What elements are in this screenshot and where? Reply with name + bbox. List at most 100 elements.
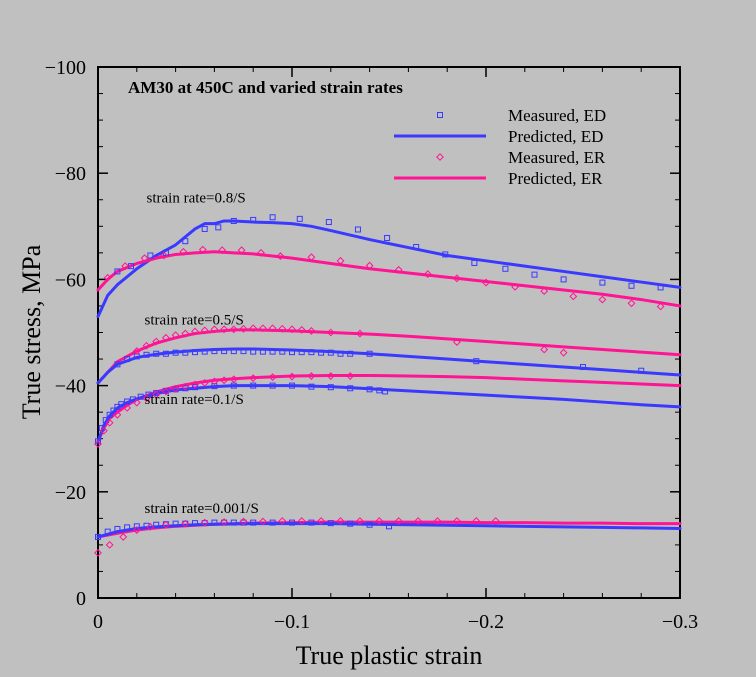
measured-point-diamond [171,384,180,393]
measured-point-square [386,523,392,530]
measured-point-square [382,388,389,395]
y-tick-label: −80 [55,163,86,185]
measured-point-square [211,383,218,390]
measured-point-square [114,525,121,532]
measured-point-square [580,364,586,371]
data-series [94,214,682,557]
series-15 [94,517,500,557]
measured-point-square [230,348,237,355]
measured-point-diamond [336,256,345,265]
measured-point-diamond [113,410,122,419]
measured-point-square [318,349,325,356]
predicted-curve [96,328,682,385]
measured-point-diamond [119,533,128,541]
measured-point-square [289,349,295,356]
series-4 [96,328,682,385]
measured-point-diamond [220,325,229,334]
measured-point-square [147,252,154,259]
legend-marker-swatch [436,153,444,161]
annotations: strain rate=0.8/S strain rate=0.5/S strain… [145,190,259,517]
measured-point-diamond [146,522,155,531]
measured-point-diamond [220,376,229,385]
y-tick-label: −20 [55,482,86,504]
measured-point-diamond [161,520,170,529]
legend-label: Measured, ED [508,106,606,125]
predicted-curve [96,347,682,385]
measured-point-diamond [326,328,335,337]
measured-point-square [337,350,344,357]
measured-point-diamond [307,372,316,380]
measured-point-diamond [297,517,306,525]
series-10 [95,382,389,445]
measured-point-square [153,350,160,357]
series-2 [114,214,664,291]
measured-point-diamond [278,324,287,333]
series-6 [114,348,645,374]
measured-point-square [102,417,109,424]
measured-point-square [95,533,101,540]
legend-label: Predicted, ER [508,169,603,188]
measured-point-diamond [123,403,132,412]
measured-point-diamond [297,325,306,334]
measured-point-diamond [239,517,248,526]
measured-point-square [230,519,237,526]
measured-point-diamond [491,517,500,525]
measured-point-square [347,350,354,357]
measured-point-square [354,226,361,233]
measured-point-diamond [258,517,267,526]
measured-point-diamond [132,347,141,355]
measured-point-square [182,349,189,356]
measured-point-square [531,271,538,278]
measured-point-square [308,519,315,526]
measured-point-diamond [414,517,423,525]
measured-point-diamond [181,519,190,528]
measured-point-diamond [200,518,209,527]
measured-point-square [347,385,354,392]
measured-point-square [259,348,266,355]
measured-point-square [172,520,179,527]
measured-point-diamond [423,270,432,278]
measured-point-diamond [307,253,316,262]
measured-point-square [104,528,111,535]
measured-point-diamond [105,418,114,427]
measured-point-diamond [210,325,219,334]
measured-point-diamond [452,517,461,525]
measured-point-square [366,386,373,393]
measured-point-square [657,284,664,291]
measured-point-diamond [237,246,246,255]
measured-point-diamond [307,326,316,335]
series-11 [94,372,355,448]
measured-point-diamond [142,341,151,350]
x-tick-label: 0 [93,611,103,633]
measured-point-diamond [355,329,364,338]
axis-ticks: 0 −0.1 −0.2 −0.3 0 −20 −40 −60 −80 −100 [45,57,698,633]
measured-point-square [211,348,218,355]
measured-point-diamond [569,292,578,301]
measured-point-diamond [355,517,364,525]
measured-point-square [201,348,208,355]
measured-point-diamond [258,324,267,333]
measured-point-square [215,224,222,231]
measured-point-diamond [288,325,296,334]
measured-point-square [599,279,606,286]
measured-point-square [192,384,198,391]
measured-point-diamond [105,540,114,549]
measured-point-square [95,438,101,445]
measured-point-square [129,396,136,403]
measured-point-square [250,348,257,355]
strain-rate-annotation: strain rate=0.5/S [145,313,244,329]
measured-point-diamond [276,252,285,260]
measured-point-square [384,234,391,241]
measured-point-square [269,214,276,221]
measured-point-diamond [472,517,481,525]
measured-point-diamond [656,302,665,311]
measured-point-diamond [452,274,461,283]
measured-point-diamond [249,374,258,383]
legend-marker-swatch [437,112,443,118]
measured-point-diamond [627,299,636,308]
x-tick-label: −0.3 [662,611,698,633]
legend: Measured, ED Predicted, ED Measured, ER Pre… [394,106,606,188]
measured-point-diamond [103,273,112,282]
measured-point-diamond [161,387,170,396]
